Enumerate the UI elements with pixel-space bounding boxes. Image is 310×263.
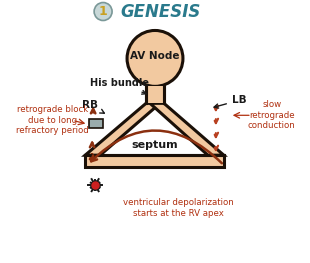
Text: slow
retrograde
conduction: slow retrograde conduction bbox=[248, 100, 296, 130]
Text: septum: septum bbox=[132, 140, 178, 150]
Text: His bundle: His bundle bbox=[90, 78, 149, 94]
Text: RB: RB bbox=[82, 100, 104, 113]
Polygon shape bbox=[100, 103, 208, 155]
Text: 1: 1 bbox=[99, 5, 108, 18]
Polygon shape bbox=[85, 155, 224, 167]
FancyArrowPatch shape bbox=[91, 130, 222, 163]
Polygon shape bbox=[146, 86, 164, 103]
Text: retrograde block
due to long
refractory period: retrograde block due to long refractory … bbox=[16, 105, 89, 135]
FancyBboxPatch shape bbox=[89, 119, 103, 128]
Polygon shape bbox=[85, 103, 160, 155]
Circle shape bbox=[127, 31, 183, 86]
Text: LB: LB bbox=[214, 95, 246, 108]
Text: GENESIS: GENESIS bbox=[120, 3, 201, 21]
Polygon shape bbox=[146, 86, 164, 103]
Text: AV Node: AV Node bbox=[130, 52, 180, 62]
Polygon shape bbox=[150, 103, 224, 155]
Text: ventricular depolarization
starts at the RV apex: ventricular depolarization starts at the… bbox=[122, 198, 233, 218]
Circle shape bbox=[94, 3, 112, 21]
